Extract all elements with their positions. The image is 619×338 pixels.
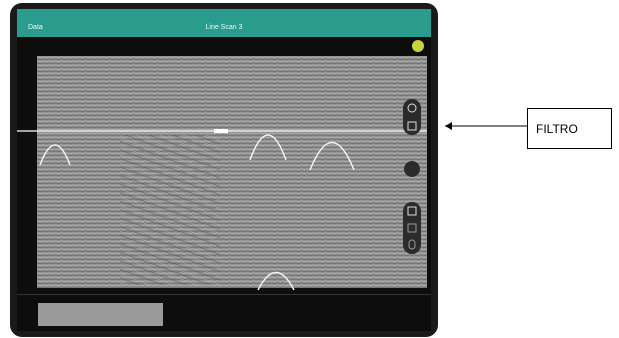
page: Data Line Scan 3 FILTRO (() => { const d… [0, 0, 619, 338]
header-bar [17, 9, 431, 37]
radargram-region [120, 135, 220, 285]
view-group [403, 202, 421, 254]
arrow-head [445, 122, 452, 130]
screen-title: Line Scan 3 [206, 24, 243, 31]
radargram [37, 56, 427, 288]
status-dot[interactable] [412, 40, 424, 52]
back-button[interactable]: Data [28, 24, 43, 31]
filter-handle[interactable] [214, 129, 228, 133]
divider [17, 294, 431, 295]
callout-label: FILTRO [536, 122, 578, 136]
screenshot: Data Line Scan 3 FILTRO [0, 0, 619, 338]
overview-thumbnail[interactable] [38, 303, 163, 326]
record-button[interactable] [404, 161, 420, 177]
